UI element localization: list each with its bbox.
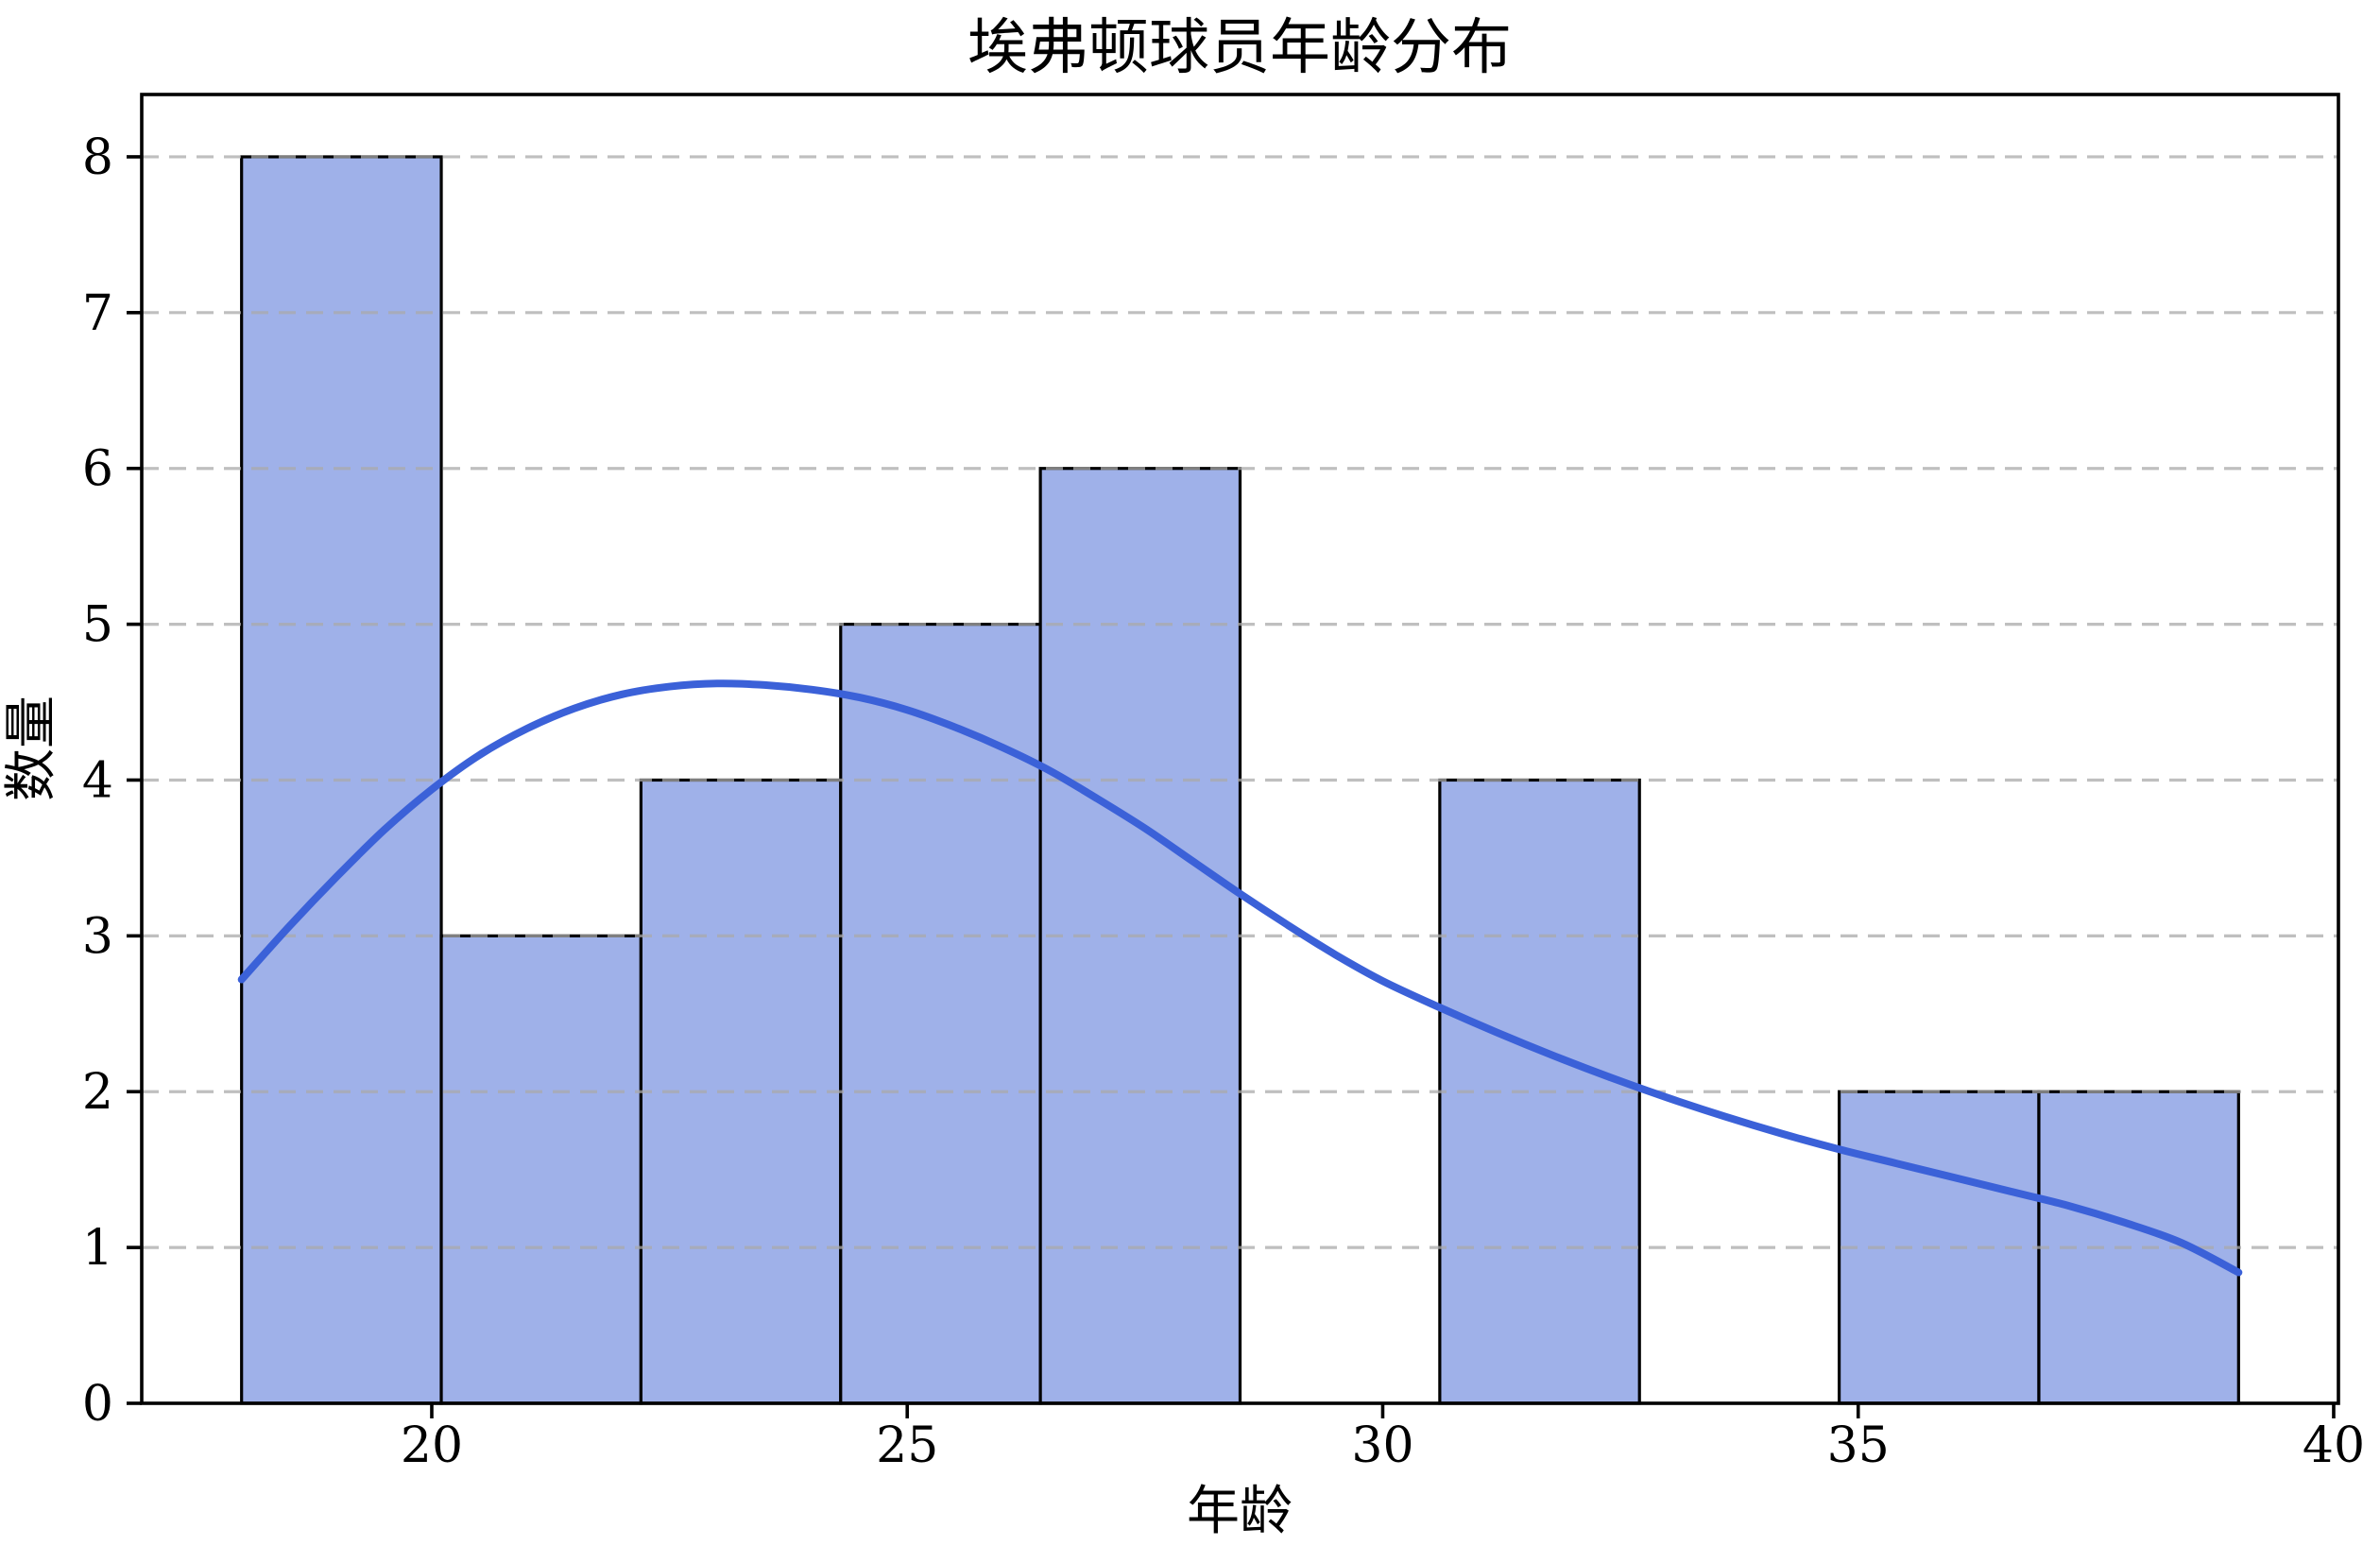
x-tick-label: 40	[2303, 1417, 2365, 1474]
y-tick-label: 7	[82, 285, 113, 342]
axes: 20 25 30 35 40 0 1 2 3 4 5 6 7 8	[82, 93, 2365, 1474]
y-tick-label: 1	[82, 1220, 113, 1277]
chart-title: 埃弗顿球员年龄分布	[967, 13, 1512, 83]
x-tick-label: 35	[1827, 1417, 1890, 1474]
histogram-bar	[439, 934, 643, 1405]
x-tick-label: 20	[401, 1417, 463, 1474]
y-tick-label: 2	[82, 1064, 113, 1121]
x-tick-label: 25	[876, 1417, 938, 1474]
histogram-bar	[839, 622, 1042, 1405]
y-tick-label: 5	[82, 597, 113, 654]
kde-layer	[237, 679, 2243, 1277]
y-tick-label: 8	[82, 129, 113, 186]
kde-curve	[237, 679, 2243, 1277]
y-tick-label: 0	[82, 1376, 113, 1433]
x-tick-label: 30	[1351, 1417, 1413, 1474]
x-axis-label: 年龄	[1187, 1481, 1293, 1542]
y-tick-label: 4	[82, 752, 113, 809]
y-tick-label: 6	[82, 441, 113, 498]
y-axis-label: 数量	[1, 696, 62, 801]
gridlines	[142, 155, 2338, 1249]
plot-border	[140, 93, 2340, 1405]
y-tick-label: 3	[82, 908, 113, 965]
